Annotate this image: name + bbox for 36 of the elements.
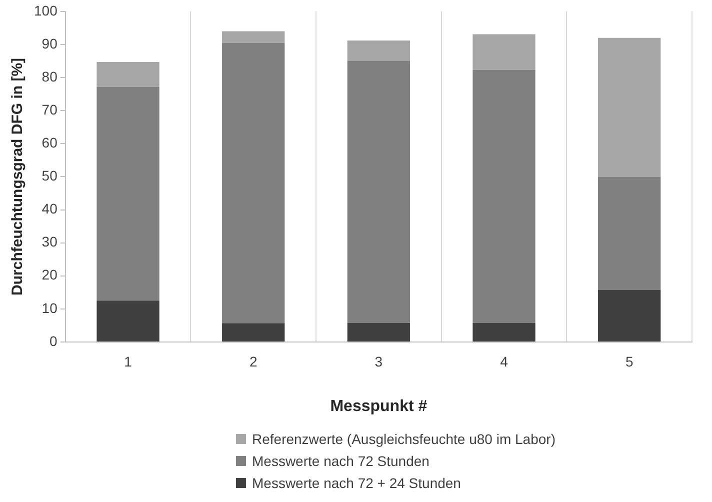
- y-tick-label: 70: [42, 101, 58, 118]
- x-tick-label: 2: [249, 353, 258, 370]
- bar: [347, 60, 410, 323]
- legend-label: Messwerte nach 72 + 24 Stunden: [252, 475, 461, 491]
- x-tick-label: 5: [625, 353, 634, 370]
- x-axis-title: Messpunkt #: [330, 398, 428, 415]
- bar: [598, 290, 661, 342]
- y-tick-label: 90: [42, 35, 58, 52]
- y-tick-label: 30: [42, 234, 58, 250]
- y-tick-label: 80: [42, 68, 58, 84]
- bar: [96, 300, 160, 342]
- bar: [347, 322, 410, 342]
- x-tick-label: 3: [374, 353, 383, 370]
- bar: [222, 323, 285, 342]
- bar: [222, 42, 285, 324]
- x-tick-label: 4: [500, 353, 508, 370]
- bar: [96, 62, 160, 87]
- bar: [222, 31, 285, 43]
- y-tick-label: 40: [42, 200, 58, 217]
- y-tick-label: 60: [42, 134, 58, 150]
- y-axis-title: Durchfeuchtungsgrad DFG in [%]: [9, 58, 26, 296]
- y-tick-label: 20: [42, 266, 58, 283]
- bar: [96, 86, 160, 301]
- bar: [598, 38, 661, 177]
- bar: [347, 40, 410, 61]
- y-tick-label: 0: [50, 332, 58, 349]
- bar: [472, 70, 536, 323]
- bar: [472, 34, 536, 70]
- legend-label: Messwerte nach 72 Stunden: [252, 453, 430, 469]
- y-tick-label: 100: [34, 2, 58, 18]
- y-tick-label: 50: [42, 168, 58, 184]
- bar: [472, 322, 536, 342]
- legend-label: Referenzwerte (Ausgleichsfeuchte u80 im Labor): [252, 431, 556, 447]
- x-tick-label: 1: [124, 353, 132, 370]
- bar: [598, 176, 661, 290]
- y-tick-label: 10: [42, 300, 58, 316]
